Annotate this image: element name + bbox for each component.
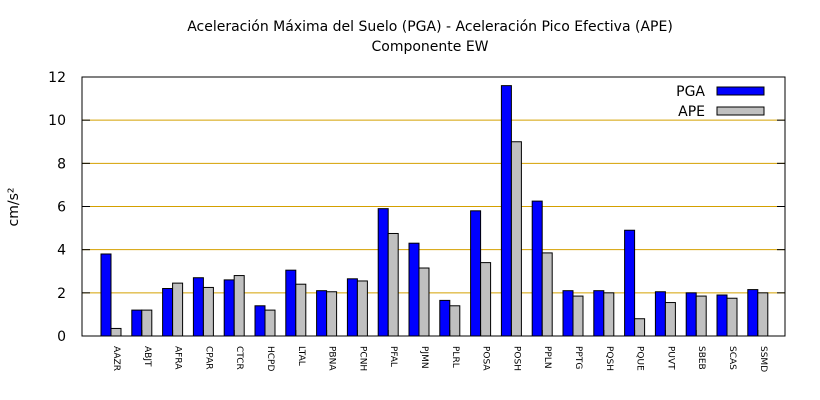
bar-ape-sbeb — [695, 295, 707, 337]
x-tick-label: SBEB — [696, 346, 706, 370]
bar-ape-pqsh — [603, 292, 615, 337]
y-tick-label: 0 — [57, 329, 66, 345]
x-tick-label: CPAR — [203, 346, 213, 370]
x-tick-label: PCNH — [357, 346, 367, 371]
bar-ape-scas — [726, 297, 738, 337]
y-tick-label: 10 — [48, 113, 66, 129]
bar-ape-pque — [634, 318, 646, 337]
grid-layer — [82, 119, 785, 294]
bar-ape-ctcr — [233, 275, 245, 337]
x-tick-label: PQUE — [635, 346, 645, 371]
x-tick-label: PUVT — [665, 346, 675, 370]
legend: PGA APE — [676, 84, 765, 120]
y-axis-label: cm/s² — [6, 188, 22, 227]
bar-ape-hcpd — [264, 309, 276, 337]
bar-pga-sbeb — [685, 292, 697, 337]
x-tick-label: AAZR — [111, 346, 121, 371]
legend-label-ape: APE — [678, 104, 705, 120]
bar-pga-pfal — [377, 208, 389, 337]
x-tick-label: HCPD — [265, 346, 275, 371]
bar-ape-ppln — [541, 252, 553, 337]
x-tick-label: CTCR — [234, 346, 244, 370]
y-tick-label: 2 — [57, 286, 66, 302]
legend-swatch-ape — [716, 106, 765, 116]
x-tick-label: PLRL — [450, 346, 460, 368]
bar-ape-afra — [172, 282, 184, 337]
x-tick-label: PBNA — [327, 346, 337, 371]
ticks-layer: 0 2 4 6 8 10 12 AAZR ABJT AFRA CPAR CTCR HCPD LTAL PBN… — [48, 70, 785, 372]
bar-ape-ssmd — [757, 292, 769, 337]
x-tick-label: SSMD — [758, 346, 768, 372]
y-tick-label: 8 — [57, 156, 66, 172]
bar-ape-posa — [480, 262, 492, 337]
x-tick-label: LTAL — [296, 346, 306, 366]
x-tick-label: PJMN — [419, 346, 429, 369]
bar-ape-puvt — [664, 302, 676, 337]
x-tick-label: PFAL — [388, 346, 398, 367]
bar-pga-scas — [716, 294, 728, 337]
legend-swatch-pga — [716, 86, 765, 96]
x-tick-label: PPTG — [573, 346, 583, 369]
legend-label-pga: PGA — [676, 84, 705, 100]
x-tick-label: POSH — [511, 346, 521, 371]
y-tick-label: 6 — [57, 200, 66, 216]
bar-ape-cpar — [202, 286, 214, 337]
bar-ape-ltal — [295, 283, 307, 337]
bar-ape-pcnh — [356, 280, 368, 337]
bar-ape-posh — [510, 141, 522, 337]
bar-ape-pptg — [572, 295, 584, 337]
bar-ape-pfal — [387, 232, 399, 337]
bar-pga-pcnh — [346, 278, 358, 337]
bar-ape-aazr — [110, 327, 122, 337]
y-tick-label: 4 — [57, 243, 66, 259]
bar-pga-plrl — [439, 299, 451, 337]
bar-ape-abjt — [141, 309, 153, 337]
bar-pga-afra — [162, 288, 174, 337]
bar-pga-pptg — [562, 290, 574, 337]
x-tick-label: POSA — [481, 346, 491, 371]
bar-pga-posh — [500, 85, 512, 337]
bar-pga-abjt — [131, 309, 143, 337]
bar-pga-puvt — [654, 291, 666, 337]
bar-pga-hcpd — [254, 305, 266, 337]
bar-pga-ssmd — [747, 289, 759, 337]
x-tick-label: AFRA — [173, 346, 183, 370]
bar-ape-plrl — [449, 305, 461, 337]
x-tick-label: SCAS — [727, 346, 737, 370]
bar-pga-posa — [470, 210, 482, 337]
x-tick-label: PPLN — [542, 346, 552, 369]
bar-pga-pbna — [316, 290, 328, 337]
x-tick-label: PQSH — [604, 346, 614, 371]
bar-ape-pjmn — [418, 267, 430, 337]
bar-pga-pqsh — [593, 290, 605, 337]
bar-ape-pbna — [326, 291, 338, 337]
chart-title: Aceleración Máxima del Suelo (PGA) - Ace… — [187, 19, 673, 35]
bar-pga-pque — [624, 229, 636, 337]
bar-pga-cpar — [192, 277, 204, 337]
bar-pga-aazr — [100, 253, 112, 337]
bars-layer — [100, 85, 769, 337]
x-tick-label: ABJT — [142, 346, 152, 367]
bar-pga-ctcr — [223, 279, 235, 337]
bar-pga-ltal — [285, 269, 297, 337]
y-tick-label: 12 — [48, 70, 66, 86]
chart-subtitle: Componente EW — [371, 39, 488, 55]
bar-pga-ppln — [531, 200, 543, 337]
bar-pga-pjmn — [408, 242, 420, 337]
